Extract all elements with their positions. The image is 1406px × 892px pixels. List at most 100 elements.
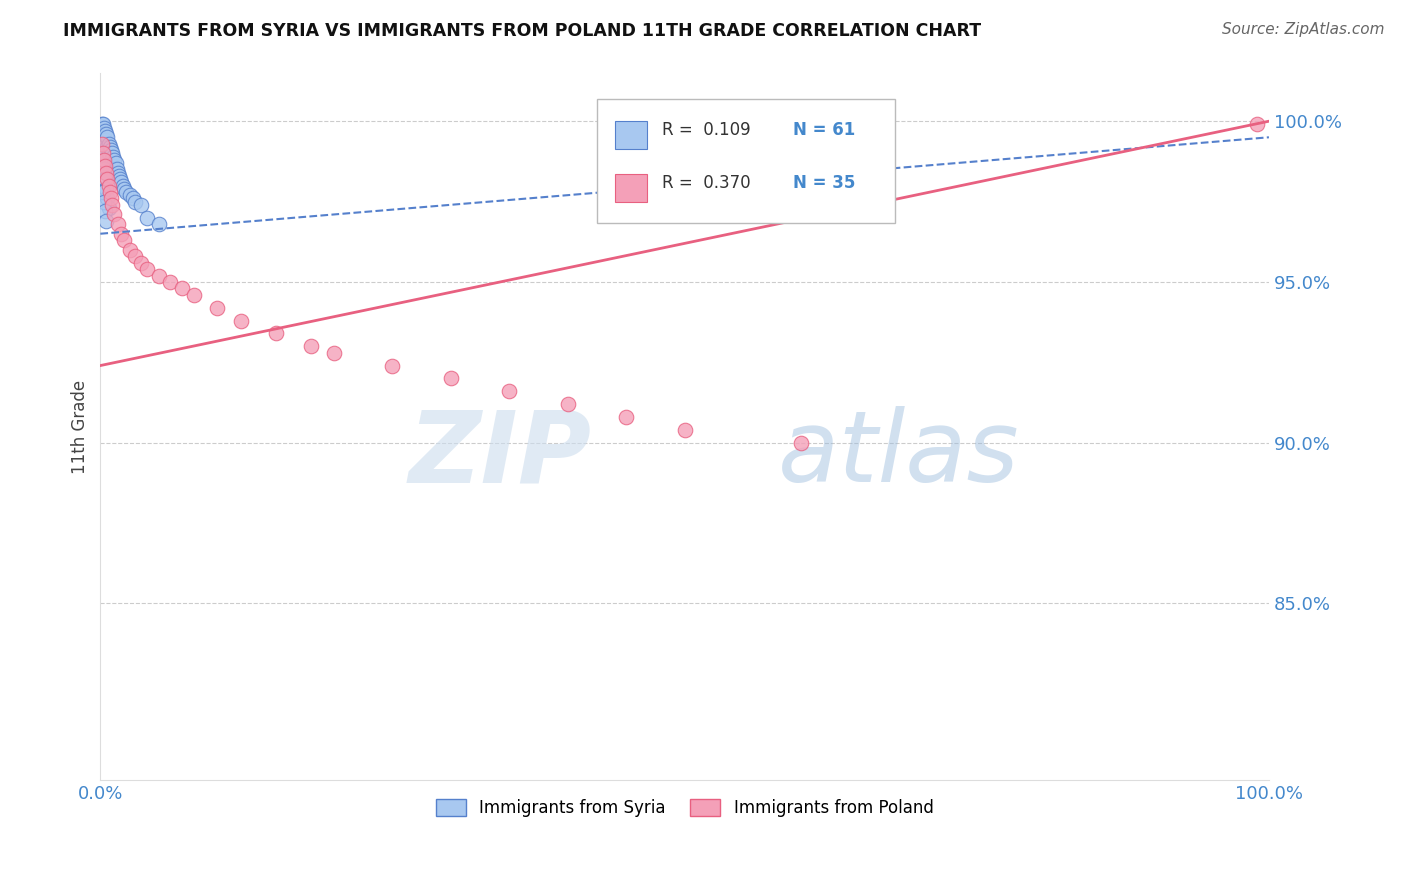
Point xyxy=(104,156,127,170)
Point xyxy=(100,143,122,157)
Text: N = 35: N = 35 xyxy=(793,174,856,192)
Point xyxy=(96,136,118,151)
Point xyxy=(94,204,117,219)
Text: Source: ZipAtlas.com: Source: ZipAtlas.com xyxy=(1222,22,1385,37)
Point xyxy=(112,233,135,247)
Point xyxy=(96,172,118,186)
Point xyxy=(110,172,132,186)
Point xyxy=(96,214,118,228)
Point xyxy=(98,185,121,199)
Point xyxy=(94,172,117,186)
Point xyxy=(103,207,125,221)
Point xyxy=(93,127,115,141)
Point xyxy=(122,191,145,205)
Point xyxy=(96,130,118,145)
Y-axis label: 11th Grade: 11th Grade xyxy=(72,380,89,474)
Point xyxy=(96,166,118,180)
Point xyxy=(118,188,141,202)
Point xyxy=(107,166,129,180)
Point xyxy=(97,146,120,161)
Point xyxy=(90,124,112,138)
FancyBboxPatch shape xyxy=(598,99,896,223)
Point xyxy=(96,191,118,205)
FancyBboxPatch shape xyxy=(614,120,647,149)
Point xyxy=(172,281,194,295)
Point xyxy=(91,146,114,161)
Point xyxy=(1246,117,1268,131)
Point xyxy=(93,162,115,177)
Point xyxy=(323,345,346,359)
Point xyxy=(110,227,132,241)
FancyBboxPatch shape xyxy=(614,174,647,202)
Text: N = 61: N = 61 xyxy=(793,120,856,138)
Point xyxy=(94,159,117,173)
Point xyxy=(129,198,152,212)
Point xyxy=(97,178,120,193)
Point xyxy=(96,140,118,154)
Point xyxy=(93,120,115,135)
Point xyxy=(115,185,138,199)
Point xyxy=(103,159,125,173)
Point xyxy=(98,159,121,173)
Legend: Immigrants from Syria, Immigrants from Poland: Immigrants from Syria, Immigrants from P… xyxy=(427,790,942,825)
Point xyxy=(183,288,205,302)
Point xyxy=(101,156,124,170)
Point xyxy=(94,143,117,157)
Point xyxy=(96,146,118,161)
Point xyxy=(100,153,122,167)
Text: atlas: atlas xyxy=(778,407,1019,503)
Point xyxy=(205,301,228,315)
Point xyxy=(96,150,118,164)
Point xyxy=(103,150,125,164)
Point xyxy=(98,150,121,164)
Point xyxy=(124,194,146,209)
Point xyxy=(381,359,404,373)
Point xyxy=(101,146,124,161)
Point xyxy=(118,243,141,257)
Point xyxy=(107,217,129,231)
Text: R =  0.370: R = 0.370 xyxy=(662,174,751,192)
Point xyxy=(110,175,132,189)
Point xyxy=(790,435,813,450)
Point xyxy=(94,153,117,167)
Text: ZIP: ZIP xyxy=(408,407,591,503)
Point xyxy=(148,268,170,283)
Point xyxy=(93,153,115,167)
Point xyxy=(498,384,520,399)
Point xyxy=(103,162,125,177)
Point xyxy=(673,423,696,437)
Point xyxy=(112,182,135,196)
Point xyxy=(93,146,115,161)
Point xyxy=(97,201,120,215)
Point xyxy=(91,185,114,199)
Point xyxy=(94,124,117,138)
Point xyxy=(91,136,114,151)
Point xyxy=(91,117,114,131)
Point xyxy=(93,153,115,167)
Point xyxy=(105,162,128,177)
Point xyxy=(159,275,181,289)
Point xyxy=(557,397,579,411)
Point xyxy=(299,339,322,353)
Point xyxy=(614,409,637,424)
Point xyxy=(94,134,117,148)
Point xyxy=(100,191,122,205)
Point xyxy=(440,371,463,385)
Point xyxy=(93,140,115,154)
Point xyxy=(111,178,134,193)
Point xyxy=(103,153,125,167)
Point xyxy=(96,127,118,141)
Point xyxy=(96,156,118,170)
Point xyxy=(136,211,159,225)
Text: R =  0.109: R = 0.109 xyxy=(662,120,751,138)
Point xyxy=(90,136,112,151)
Point xyxy=(136,262,159,277)
Point xyxy=(148,217,170,231)
Point xyxy=(96,182,118,196)
Point xyxy=(124,249,146,263)
Point xyxy=(264,326,287,341)
Point xyxy=(93,194,115,209)
Point xyxy=(93,134,115,148)
Point xyxy=(96,166,118,180)
Point xyxy=(90,130,112,145)
